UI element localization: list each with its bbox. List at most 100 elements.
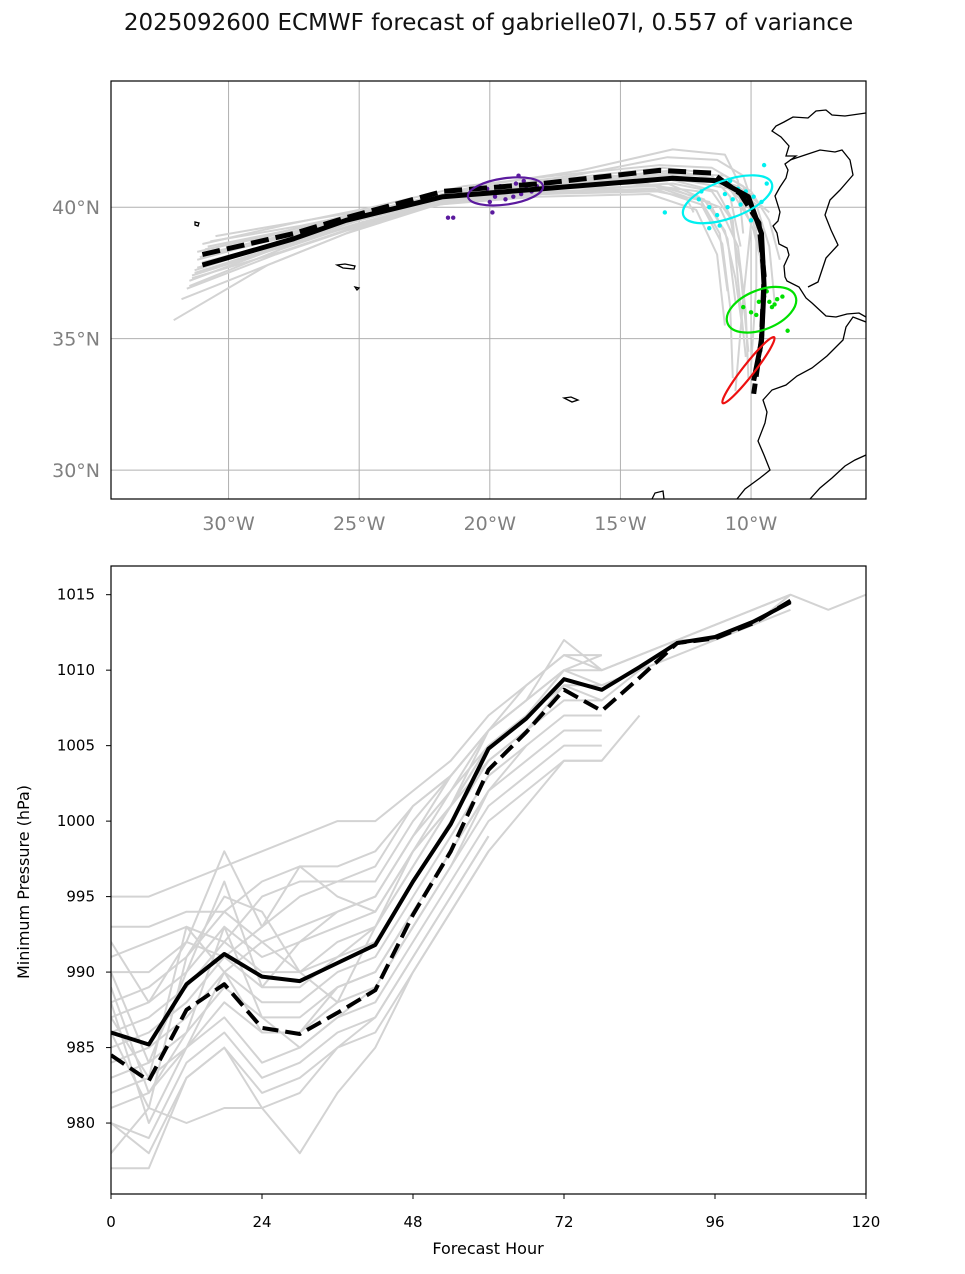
ensemble-track-line [196, 177, 747, 358]
pressure-ensemble-line [111, 835, 490, 1170]
purple-ellipse [466, 176, 545, 207]
dashed-track-line [201, 167, 767, 395]
pressure-ensemble-line [111, 850, 490, 1155]
ensemble-track-line [202, 164, 758, 365]
ensemble-position-dot [521, 178, 526, 184]
pressure-ensemble-line [111, 759, 602, 1155]
map-x-ticks: 30°W 25°W 20°W 15°W 10°W [202, 513, 777, 535]
y-tick-label: 985 [66, 1039, 95, 1057]
ensemble-position-dot [772, 302, 777, 307]
ensemble-track-line [204, 166, 742, 251]
ensemble-position-dot [662, 210, 668, 215]
coastline-iberia [771, 109, 866, 318]
x-tick-label: 96 [705, 1213, 724, 1231]
main-tracks [201, 167, 767, 395]
cyan-ellipse [681, 174, 774, 225]
ensemble-position-dot [714, 212, 720, 218]
x-axis-label: Forecast Hour [432, 1239, 544, 1258]
pressure-ensemble-line [111, 654, 603, 928]
ensemble-position-dot [754, 312, 759, 318]
chart-title: 2025092600 ECMWF forecast of gabrielle07… [123, 10, 854, 36]
x-tick-label: 48 [403, 1213, 422, 1231]
ensemble-position-dot [748, 310, 754, 315]
ensemble-position-dot [707, 204, 712, 210]
ensemble-track-line [196, 185, 745, 334]
y-tick-label: 1000 [57, 812, 95, 830]
pressure-ensemble-line [111, 654, 602, 898]
uncertainty-ellipses [466, 174, 798, 405]
ensemble-track-line [194, 177, 753, 392]
ensemble-position-dot [511, 194, 516, 199]
ensemble-position-dot [748, 218, 754, 223]
pressure-ensemble-line [111, 654, 603, 1109]
ensemble-position-dot [445, 215, 451, 220]
coastlines [194, 109, 866, 499]
pressure-x-ticks: 0 24 48 72 96 120 [106, 1194, 880, 1231]
pressure-y-ticks: 980 985 990 995 1000 1005 1010 1015 [57, 586, 111, 1132]
map-y-ticks: 30°N 35°N 40°N [52, 197, 100, 482]
pressure-ensemble-line [111, 699, 602, 1049]
pressure-ensemble-line [111, 714, 641, 1109]
y-tick-label: 990 [66, 963, 95, 981]
x-tick-label: 72 [554, 1213, 573, 1231]
x-tick-label: 0 [106, 1213, 116, 1231]
map-x-tick-label: 15°W [594, 513, 647, 535]
x-tick-label: 24 [252, 1213, 271, 1231]
ensemble-track-line [186, 193, 726, 326]
coastline-morocco-inland [809, 454, 866, 499]
ensemble-position-dot [725, 204, 730, 210]
pressure-panel: 0 24 48 72 96 120 980 985 990 995 1000 1005 1010 101… [14, 565, 880, 1258]
pressure-main-lines [111, 598, 792, 1083]
ensemble-position-dot [785, 328, 790, 333]
pressure-frame [110, 565, 867, 1195]
ensemble-position-dot [751, 194, 756, 199]
track-map-panel: 30°W 25°W 20°W 15°W 10°W 30°N 35°N 40°N [52, 80, 867, 535]
ensemble-position-dot [696, 197, 702, 202]
ensemble-position-dot [764, 181, 769, 186]
ensemble-position-dot [451, 215, 456, 220]
island-azores-2 [353, 285, 361, 292]
map-x-tick-label: 30°W [202, 513, 255, 535]
red-ellipse [721, 335, 776, 405]
map-x-tick-label: 25°W [333, 513, 386, 535]
ensemble-position-dot [774, 297, 780, 302]
ensemble-position-dot [767, 299, 772, 305]
ensemble-position-dot [780, 294, 785, 299]
island-flores [194, 221, 200, 227]
pressure-dashed-line [111, 598, 792, 1083]
pressure-ensemble-lines [111, 593, 866, 1170]
ensemble-position-dot [761, 162, 767, 168]
island-madeira [561, 396, 580, 403]
map-x-tick-label: 20°W [464, 513, 517, 535]
y-tick-label: 995 [66, 888, 95, 906]
map-y-tick-label: 40°N [52, 197, 100, 219]
y-tick-label: 1005 [57, 737, 95, 755]
y-tick-label: 980 [66, 1114, 95, 1132]
map-x-tick-label: 10°W [725, 513, 778, 535]
ensemble-position-dot [487, 199, 493, 205]
map-y-tick-label: 30°N [52, 460, 100, 482]
y-tick-label: 1010 [57, 661, 95, 679]
ensemble-track-line [210, 156, 755, 243]
pressure-solid-line [111, 600, 792, 1047]
solid-track-line [201, 175, 767, 382]
pressure-ensemble-line [111, 790, 490, 1094]
ensemble-position-dot [722, 191, 728, 197]
pressure-ensemble-line [111, 744, 602, 1094]
ensemble-position-dot [717, 223, 722, 228]
ensemble-position-dot [492, 194, 498, 199]
x-tick-label: 120 [852, 1213, 881, 1231]
island-azores-1 [334, 263, 356, 270]
ensemble-track-line [189, 182, 750, 352]
ensemble-position-dot [707, 226, 712, 231]
ensemble-track-line [191, 187, 734, 379]
coastline-morocco [736, 316, 866, 499]
pressure-ensemble-line [111, 729, 490, 1004]
island-canaries [651, 490, 665, 499]
coastline-portugal-inland [789, 149, 854, 288]
map-y-tick-label: 35°N [52, 329, 100, 351]
ensemble-track-line [173, 187, 750, 379]
y-tick-label: 1015 [57, 586, 95, 604]
ensemble-track-line [215, 148, 745, 238]
